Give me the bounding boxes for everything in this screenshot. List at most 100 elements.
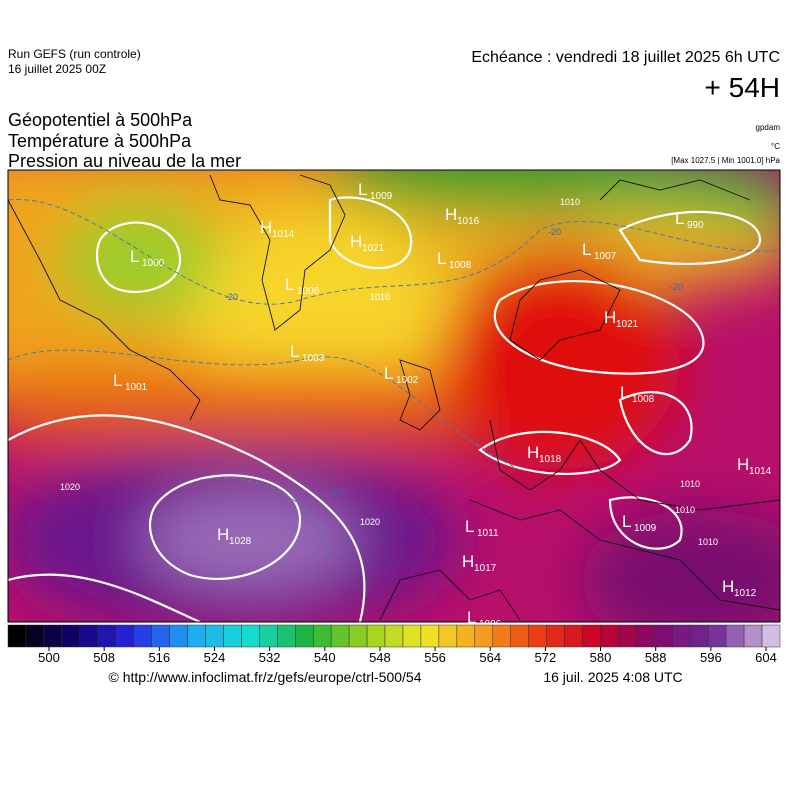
colorbar-swatch (456, 624, 476, 648)
colorbar-swatch (618, 624, 637, 648)
center-value: 1008 (632, 394, 655, 405)
colorbar-swatch (636, 624, 655, 648)
echeance: Echéance : vendredi 18 juillet 2025 6h U… (471, 49, 780, 66)
colorbar-swatch (510, 624, 529, 648)
center-value: 1009 (370, 191, 393, 202)
center-letter: L (465, 517, 474, 536)
colorbar-swatch (151, 624, 170, 648)
isobar-label: 1020 (360, 517, 380, 527)
center-letter: L (437, 249, 446, 268)
isobar-label: 1010 (370, 292, 390, 302)
center-value: 1001 (125, 382, 148, 393)
center-value: 1003 (302, 353, 325, 364)
colorbar-swatch (348, 624, 368, 648)
center-letter: L (467, 608, 476, 627)
colorbar-swatch (582, 624, 601, 648)
center-value: 1014 (272, 229, 295, 240)
colorbar-tick-label: 548 (369, 650, 391, 665)
center-value: 1011 (477, 528, 499, 539)
colorbar-swatch (25, 624, 45, 648)
center-letter: H (737, 455, 749, 474)
temperature-label: -20 (548, 227, 561, 237)
center-value: 1000 (142, 258, 165, 269)
temperature-label: -20 (225, 292, 238, 302)
colorbar-swatch (133, 624, 152, 648)
colorbar-swatch (7, 624, 27, 648)
colorbar-swatch (600, 624, 619, 648)
center-letter: L (622, 512, 631, 531)
colorbar-swatch (546, 624, 565, 648)
isobar-label: 1010 (675, 505, 695, 515)
colorbar-swatch (743, 624, 763, 648)
colorbar-swatch (654, 624, 673, 648)
center-letter: H (260, 218, 272, 237)
center-letter: L (582, 240, 591, 259)
colorbar-tick-label: 580 (590, 650, 612, 665)
colorbar-swatch (384, 624, 404, 648)
coastlines (8, 174, 780, 621)
center-letter: H (604, 308, 616, 327)
center-value: 1006 (479, 619, 502, 630)
center-letter: L (358, 180, 367, 199)
field-shading (8, 170, 780, 622)
colorbar-swatch (492, 624, 511, 648)
colorbar-swatch (438, 624, 458, 648)
issued-time: 16 juil. 2025 4:08 UTC (543, 669, 682, 685)
center-value: 1009 (634, 523, 657, 534)
center-value: 1017 (474, 563, 497, 574)
colorbar-swatch (97, 624, 116, 648)
unit: °C (771, 142, 780, 151)
center-value: 1014 (749, 466, 772, 477)
colorbar-swatch (277, 624, 296, 648)
isobar-label: 1010 (560, 197, 580, 207)
center-value: 1028 (229, 536, 252, 547)
colorbar-swatch (79, 624, 99, 648)
center-letter: L (384, 364, 393, 383)
colorbar-swatch (420, 624, 440, 648)
colorbar-swatch (295, 624, 314, 648)
center-value: 1006 (297, 286, 320, 297)
center-letter: H (445, 205, 457, 224)
colorbar-tick-label: 540 (314, 650, 336, 665)
colorbar: 500 508 516 524 532 540 548 556 564 572 580 588 596 6… (7, 624, 781, 665)
center-letter: H (462, 552, 474, 571)
center-value: 990 (687, 220, 704, 231)
colorbar-swatch (564, 624, 583, 648)
center-letter: H (217, 525, 229, 544)
colorbar-tick-label: 524 (204, 650, 226, 665)
isotherms (8, 199, 780, 561)
center-value: 1008 (449, 260, 472, 271)
center-letter: L (113, 371, 122, 390)
colorbar-swatch (707, 624, 727, 648)
colorbar-tick-label: 508 (93, 650, 115, 665)
center-letter: H (722, 577, 734, 596)
map-frame (7, 169, 781, 623)
colorbar-swatch (330, 624, 350, 648)
field-title: Pression au niveau de la mer (8, 151, 241, 171)
center-value: 1018 (539, 454, 562, 465)
center-letter: L (285, 275, 294, 294)
center-value: 1016 (457, 216, 480, 227)
field-title: Température à 500hPa (8, 131, 192, 151)
colorbar-swatch (528, 624, 547, 648)
colorbar-swatch (241, 624, 260, 648)
unit: gpdam (756, 123, 781, 132)
center-letter: L (290, 342, 299, 361)
colorbar-tick-label: 516 (148, 650, 170, 665)
colorbar-swatch (115, 624, 134, 648)
isobar-label: 1020 (60, 482, 80, 492)
colorbar-swatch (474, 624, 493, 648)
center-value: 1002 (396, 375, 419, 386)
colorbar-swatch (61, 624, 81, 648)
run-date: 16 juillet 2025 00Z (8, 62, 106, 76)
field-title: Géopotentiel à 500hPa (8, 110, 193, 130)
run-name: Run GEFS (run controle) (8, 47, 141, 61)
center-value: 1021 (616, 319, 639, 330)
unit: [Max 1027.5 | Min 1001.0] hPa (671, 156, 780, 165)
colorbar-swatch (43, 624, 63, 648)
colorbar-tick-label: 588 (645, 650, 667, 665)
colorbar-swatch (402, 624, 422, 648)
lead-time: + 54H (705, 72, 781, 103)
